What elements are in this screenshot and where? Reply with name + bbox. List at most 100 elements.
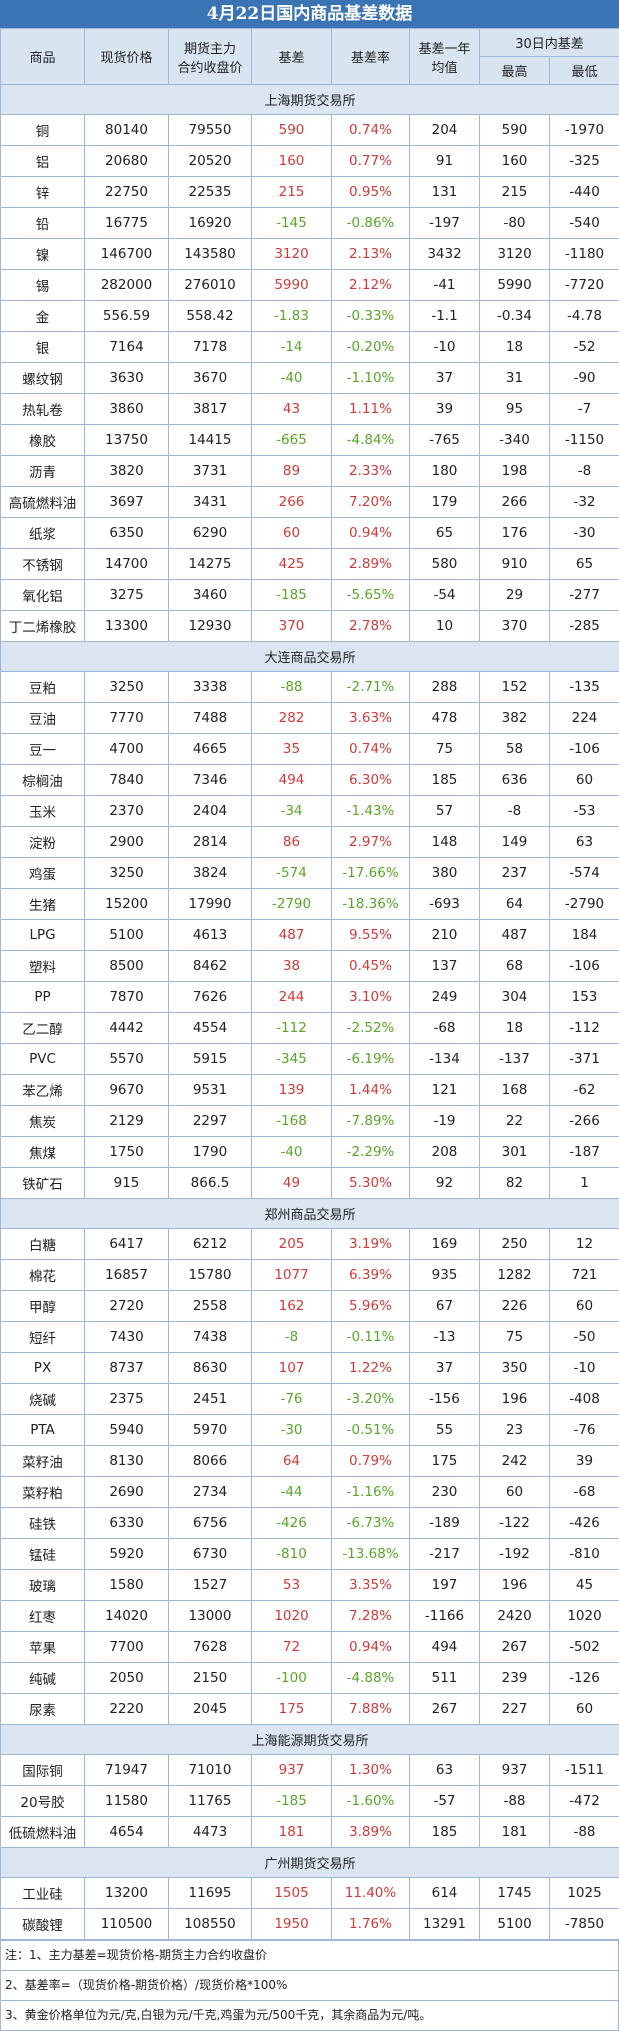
cell-avg: -693 (410, 889, 480, 920)
cell-low: -1970 (550, 115, 619, 146)
cell-rate: 3.19% (332, 1229, 410, 1260)
cell-spot: 7164 (85, 332, 169, 363)
cell-rate: -0.11% (332, 1322, 410, 1353)
cell-basis: -88 (252, 672, 332, 703)
cell-spot: 7700 (85, 1632, 169, 1663)
cell-low: 60 (550, 1291, 619, 1322)
cell-futures: 1790 (169, 1137, 252, 1168)
cell-high: 250 (480, 1229, 550, 1260)
cell-futures: 8630 (169, 1353, 252, 1384)
cell-basis: -14 (252, 332, 332, 363)
cell-rate: -0.86% (332, 208, 410, 239)
cell-rate: 7.20% (332, 487, 410, 518)
cell-product: 锰硅 (1, 1539, 85, 1570)
cell-futures: 4473 (169, 1817, 252, 1848)
cell-high: 382 (480, 703, 550, 734)
cell-low: -540 (550, 208, 619, 239)
cell-futures: 3338 (169, 672, 252, 703)
cell-avg: -54 (410, 580, 480, 611)
cell-rate: 0.95% (332, 177, 410, 208)
cell-rate: 0.94% (332, 518, 410, 549)
cell-product: PTA (1, 1415, 85, 1446)
cell-futures: 16920 (169, 208, 252, 239)
cell-avg: 180 (410, 456, 480, 487)
cell-futures: 7626 (169, 982, 252, 1013)
cell-spot: 3275 (85, 580, 169, 611)
cell-spot: 8130 (85, 1446, 169, 1477)
cell-rate: 1.44% (332, 1075, 410, 1106)
cell-avg: 380 (410, 858, 480, 889)
cell-high: 149 (480, 827, 550, 858)
cell-avg: -41 (410, 270, 480, 301)
cell-rate: 9.55% (332, 920, 410, 951)
cell-avg: 494 (410, 1632, 480, 1663)
cell-basis: -30 (252, 1415, 332, 1446)
cell-futures: 558.42 (169, 301, 252, 332)
cell-high: 176 (480, 518, 550, 549)
cell-product: 烧碱 (1, 1384, 85, 1415)
cell-low: 60 (550, 765, 619, 796)
cell-avg: 67 (410, 1291, 480, 1322)
cell-product: 不锈钢 (1, 549, 85, 580)
cell-spot: 6350 (85, 518, 169, 549)
footnote-line: 2、基差率=（现货价格-期货价格）/现货价格*100% (1, 1970, 618, 2000)
exchange-name: 上海能源期货交易所 (1, 1725, 619, 1755)
cell-futures: 3817 (169, 394, 252, 425)
cell-low: -325 (550, 146, 619, 177)
cell-rate: -4.88% (332, 1663, 410, 1694)
cell-rate: 0.94% (332, 1632, 410, 1663)
cell-rate: 2.13% (332, 239, 410, 270)
cell-spot: 15200 (85, 889, 169, 920)
cell-high: -0.34 (480, 301, 550, 332)
cell-product: PX (1, 1353, 85, 1384)
cell-product: 锌 (1, 177, 85, 208)
cell-avg: 137 (410, 951, 480, 982)
cell-spot: 13300 (85, 611, 169, 642)
cell-high: 242 (480, 1446, 550, 1477)
cell-product: 淀粉 (1, 827, 85, 858)
cell-low: -502 (550, 1632, 619, 1663)
cell-product: 乙二醇 (1, 1013, 85, 1044)
cell-high: -137 (480, 1044, 550, 1075)
cell-high: 487 (480, 920, 550, 951)
cell-spot: 5920 (85, 1539, 169, 1570)
cell-low: -88 (550, 1817, 619, 1848)
cell-low: -106 (550, 734, 619, 765)
cell-product: 塑料 (1, 951, 85, 982)
cell-low: 1 (550, 1168, 619, 1199)
cell-low: 153 (550, 982, 619, 1013)
cell-low: 12 (550, 1229, 619, 1260)
cell-high: 1282 (480, 1260, 550, 1291)
header-basis: 基差 (252, 29, 332, 85)
cell-product: 纸浆 (1, 518, 85, 549)
cell-futures: 11695 (169, 1878, 252, 1909)
cell-low: 63 (550, 827, 619, 858)
cell-product: 20号胶 (1, 1786, 85, 1817)
cell-basis: -665 (252, 425, 332, 456)
cell-low: -266 (550, 1106, 619, 1137)
cell-rate: -0.20% (332, 332, 410, 363)
cell-futures: 13000 (169, 1601, 252, 1632)
cell-product: PP (1, 982, 85, 1013)
cell-rate: 0.45% (332, 951, 410, 982)
cell-basis: 175 (252, 1694, 332, 1725)
cell-futures: 2734 (169, 1477, 252, 1508)
cell-basis: -168 (252, 1106, 332, 1137)
cell-basis: 205 (252, 1229, 332, 1260)
cell-basis: 5990 (252, 270, 332, 301)
basis-table: 商品 现货价格 期货主力 合约收盘价 基差 基差率 基差一年 均值 30日内基差… (0, 28, 619, 1940)
cell-avg: 249 (410, 982, 480, 1013)
footnote-line: 3、黄金价格单位为元/克,白银为元/千克,鸡蛋为元/500千克，其余商品为元/吨… (1, 2000, 618, 2030)
cell-high: 266 (480, 487, 550, 518)
cell-spot: 2220 (85, 1694, 169, 1725)
cell-basis: -426 (252, 1508, 332, 1539)
cell-low: 224 (550, 703, 619, 734)
